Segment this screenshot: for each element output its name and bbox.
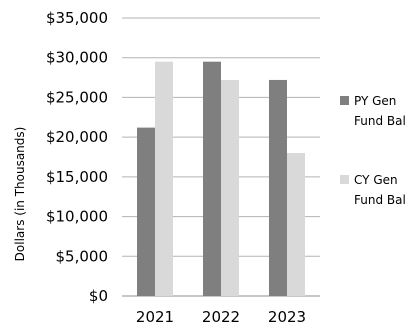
y-tick-label: $35,000 <box>46 9 108 27</box>
bar-cy-2023 <box>287 153 305 296</box>
y-axis-title: Dollars (in Thousands) <box>13 127 27 262</box>
y-tick-label: $30,000 <box>46 49 108 67</box>
bar-py-2022 <box>203 61 221 296</box>
legend-swatch-cy <box>340 175 349 184</box>
bar-py-2021 <box>137 127 155 297</box>
x-tick-label: 2021 <box>136 308 174 326</box>
bar-cy-2022 <box>221 79 239 296</box>
y-axis-tick-labels: $0 $5,000 $10,000 $15,000 $20,000 $25,000 $30,… <box>46 9 108 305</box>
x-tick-label: 2023 <box>268 308 306 326</box>
y-tick-label: $15,000 <box>46 168 108 186</box>
y-tick-label: $0 <box>89 287 108 305</box>
y-tick-label: $5,000 <box>56 247 109 265</box>
x-axis-tick-labels: 2021 2022 2023 <box>136 308 306 326</box>
y-tick-label: $20,000 <box>46 128 108 146</box>
legend: PY Gen Fund Bal CY Gen Fund Bal <box>340 94 406 207</box>
legend-label-cy: CY Gen Fund Bal <box>354 173 406 207</box>
y-tick-label: $25,000 <box>46 88 108 106</box>
legend-swatch-py <box>340 96 349 105</box>
legend-label-py: PY Gen Fund Bal <box>354 94 406 128</box>
x-tick-label: 2022 <box>202 308 240 326</box>
bar-series <box>137 61 305 297</box>
y-tick-label: $10,000 <box>46 208 108 226</box>
bar-py-2023 <box>269 79 287 296</box>
bar-cy-2021 <box>155 61 173 296</box>
